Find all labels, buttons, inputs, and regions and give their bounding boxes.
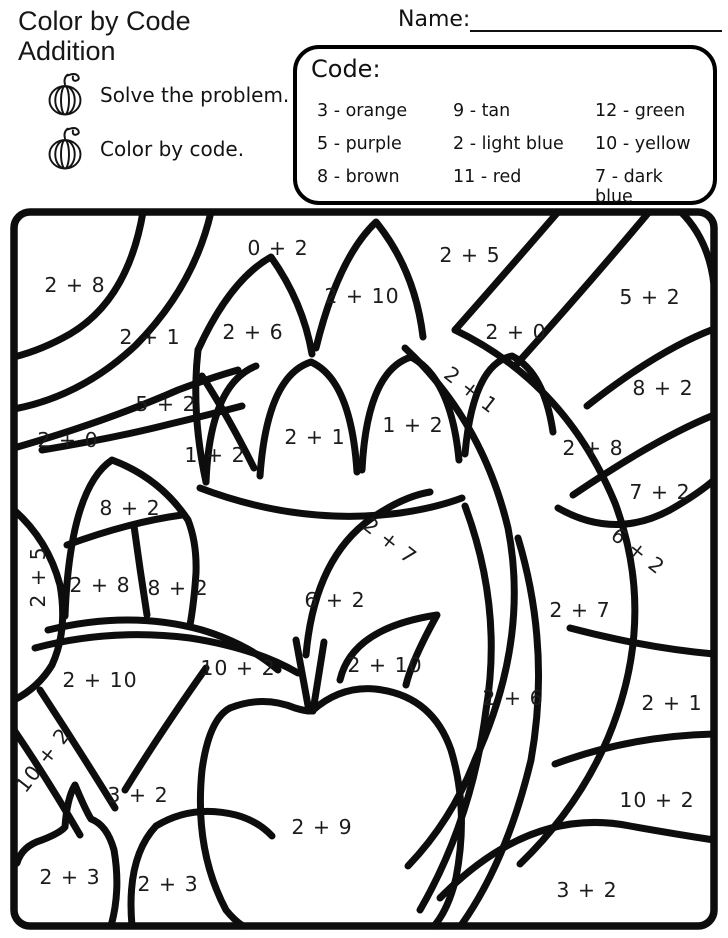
math-problem: 6 + 2: [304, 588, 366, 612]
math-problem: 8 + 2: [147, 576, 209, 600]
math-problem: 2 + 1: [119, 325, 181, 349]
code-box-title: Code:: [311, 55, 381, 83]
math-problem: 2 + 10: [62, 668, 138, 692]
math-problem: 2 + 6: [482, 686, 544, 710]
math-problem: 2 + 0: [485, 320, 547, 344]
name-line: [470, 4, 723, 32]
math-problem: 2 + 0: [37, 428, 99, 452]
math-problem: 2 + 10: [324, 284, 400, 308]
pumpkin-icon: [48, 73, 82, 116]
math-problem: 2 + 8: [562, 436, 624, 460]
math-problem: 2 + 5: [26, 546, 50, 608]
math-problem: 2 + 8: [44, 273, 106, 297]
math-problem: 3 + 2: [556, 878, 618, 902]
math-problem: 2 + 3: [137, 872, 199, 896]
code-entry: 7 - dark blue: [595, 167, 663, 207]
math-problem: 2 + 5: [439, 243, 501, 267]
instruction-row: Color by code.: [40, 126, 244, 172]
pumpkin-icon: [48, 127, 82, 170]
math-problem: 2 + 6: [222, 320, 284, 344]
code-entry: 5 - purple: [317, 134, 402, 154]
math-problem: 2 + 7: [549, 598, 611, 622]
math-problem: 2 + 1: [641, 691, 703, 715]
name-label: Name:: [398, 7, 471, 32]
code-entry: 8 - brown: [317, 167, 400, 187]
math-problem: 2 + 8: [69, 573, 131, 597]
math-problem: 8 + 2: [99, 496, 161, 520]
instruction-text: Color by code.: [100, 137, 245, 161]
code-entries: 3 - orange 9 - tan 12 - green 5 - purple 2 -…: [317, 101, 705, 207]
instruction-text: Solve the problem.: [100, 83, 290, 107]
code-entry: 10 - yellow: [595, 134, 691, 154]
math-problem: 10 + 2: [619, 788, 695, 812]
math-problem: 8 + 2: [632, 376, 694, 400]
coloring-picture: 2 + 8 0 + 2 2 + 5 2 + 10 5 + 2 2 + 1 2 + 6 2 + …: [10, 208, 718, 930]
code-entry: 12 - green: [595, 101, 686, 121]
code-entry: 9 - tan: [453, 101, 511, 121]
math-problem: 2 + 1: [284, 425, 346, 449]
code-entry: 3 - orange: [317, 101, 408, 121]
math-problem: 10 + 2: [200, 656, 276, 680]
math-problem: 5 + 2: [135, 392, 197, 416]
code-entry: 11 - red: [453, 167, 522, 187]
math-problem: 7 + 2: [629, 480, 691, 504]
math-problem: 2 + 10: [347, 653, 423, 677]
math-problem: 1 + 2: [184, 443, 246, 467]
line-art: [10, 208, 718, 930]
math-problem: 5 + 2: [619, 285, 681, 309]
math-problem: 3 + 2: [107, 783, 169, 807]
math-problem: 2 + 3: [39, 865, 101, 889]
code-entry: 2 - light blue: [453, 134, 564, 154]
page-title: Color by Code Addition: [18, 6, 191, 67]
code-box: Code: 3 - orange 9 - tan 12 - green 5 - pur…: [293, 45, 717, 207]
name-row: Name:: [398, 4, 723, 32]
math-problem: 1 + 2: [382, 413, 444, 437]
math-problem: 0 + 2: [247, 236, 309, 260]
math-problem: 2 + 9: [291, 815, 353, 839]
instruction-row: Solve the problem.: [40, 72, 289, 118]
